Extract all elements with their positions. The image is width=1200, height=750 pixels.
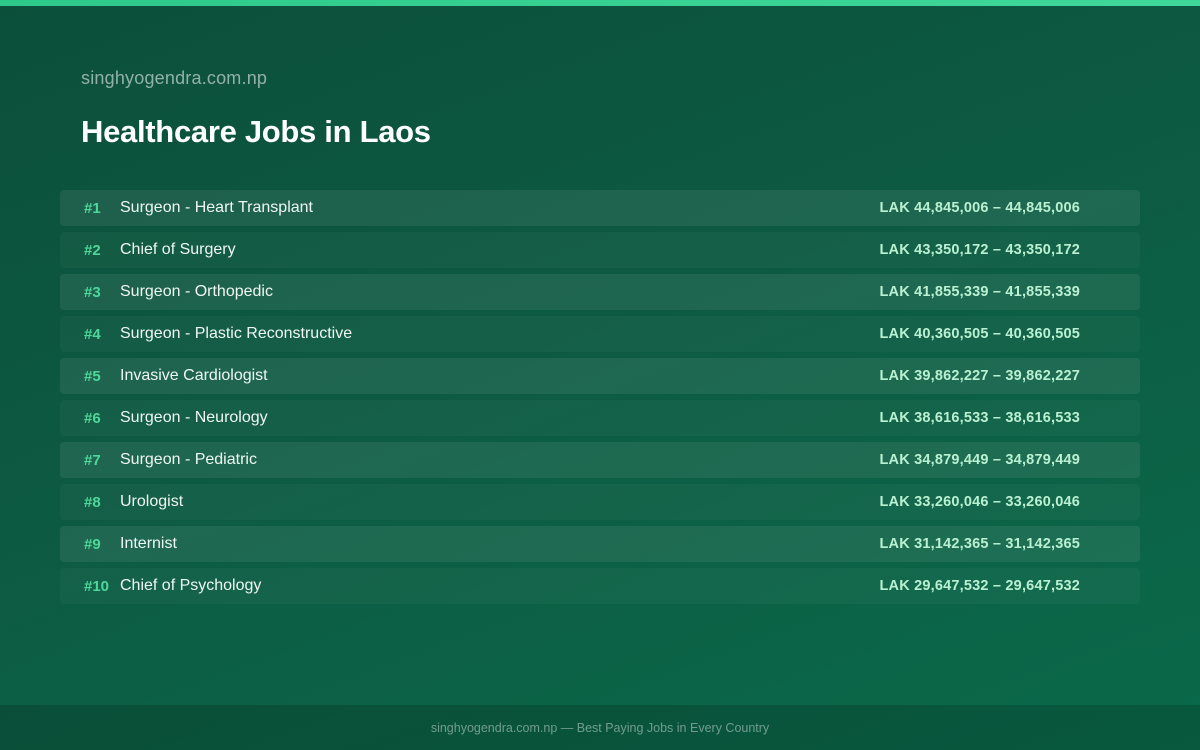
job-salary: LAK 38,616,533 – 38,616,533 [879, 410, 1080, 426]
page-title: Healthcare Jobs in Laos [81, 114, 431, 149]
job-salary: LAK 34,879,449 – 34,879,449 [879, 452, 1080, 468]
list-item: #4 Surgeon - Plastic Reconstructive LAK … [60, 316, 1140, 352]
job-rank: #7 [84, 451, 101, 469]
job-title: Surgeon - Plastic Reconstructive [120, 325, 353, 342]
list-item: #10 Chief of Psychology LAK 29,647,532 –… [60, 568, 1140, 604]
job-salary: LAK 43,350,172 – 43,350,172 [879, 242, 1080, 258]
footer: singhyogendra.com.np — Best Paying Jobs … [0, 705, 1200, 750]
job-title: Invasive Cardiologist [120, 367, 268, 384]
accent-top-bar [0, 0, 1200, 6]
job-title: Surgeon - Orthopedic [120, 283, 273, 300]
list-item: #7 Surgeon - Pediatric LAK 34,879,449 – … [60, 442, 1140, 478]
job-rank: #3 [84, 283, 101, 301]
job-title: Chief of Psychology [120, 577, 262, 594]
job-rank: #4 [84, 325, 101, 343]
job-salary: LAK 40,360,505 – 40,360,505 [879, 326, 1080, 342]
job-title: Urologist [120, 493, 184, 510]
job-salary: LAK 33,260,046 – 33,260,046 [879, 494, 1080, 510]
list-item: #3 Surgeon - Orthopedic LAK 41,855,339 –… [60, 274, 1140, 310]
job-rank: #2 [84, 241, 101, 259]
job-salary: LAK 29,647,532 – 29,647,532 [879, 578, 1080, 594]
list-item: #2 Chief of Surgery LAK 43,350,172 – 43,… [60, 232, 1140, 268]
list-item: #1 Surgeon - Heart Transplant LAK 44,845… [60, 190, 1140, 226]
job-rank: #10 [84, 577, 110, 595]
list-item: #5 Invasive Cardiologist LAK 39,862,227 … [60, 358, 1140, 394]
job-rank: #1 [84, 199, 101, 217]
jobs-list: #1 Surgeon - Heart Transplant LAK 44,845… [60, 190, 1140, 610]
job-salary: LAK 39,862,227 – 39,862,227 [879, 368, 1080, 384]
job-rank: #5 [84, 367, 101, 385]
job-rank: #8 [84, 493, 101, 511]
job-title: Internist [120, 535, 177, 552]
site-name: singhyogendra.com.np [81, 68, 268, 88]
job-salary: LAK 44,845,006 – 44,845,006 [879, 200, 1080, 216]
list-item: #9 Internist LAK 31,142,365 – 31,142,365 [60, 526, 1140, 562]
job-title: Chief of Surgery [120, 241, 236, 258]
footer-text: singhyogendra.com.np — Best Paying Jobs … [430, 720, 770, 735]
job-salary: LAK 41,855,339 – 41,855,339 [879, 284, 1080, 300]
job-title: Surgeon - Heart Transplant [120, 199, 313, 216]
job-rank: #9 [84, 535, 101, 553]
list-item: #6 Surgeon - Neurology LAK 38,616,533 – … [60, 400, 1140, 436]
job-rank: #6 [84, 409, 101, 427]
job-title: Surgeon - Neurology [120, 409, 268, 426]
job-title: Surgeon - Pediatric [120, 451, 257, 468]
list-item: #8 Urologist LAK 33,260,046 – 33,260,046 [60, 484, 1140, 520]
job-salary: LAK 31,142,365 – 31,142,365 [879, 536, 1080, 552]
